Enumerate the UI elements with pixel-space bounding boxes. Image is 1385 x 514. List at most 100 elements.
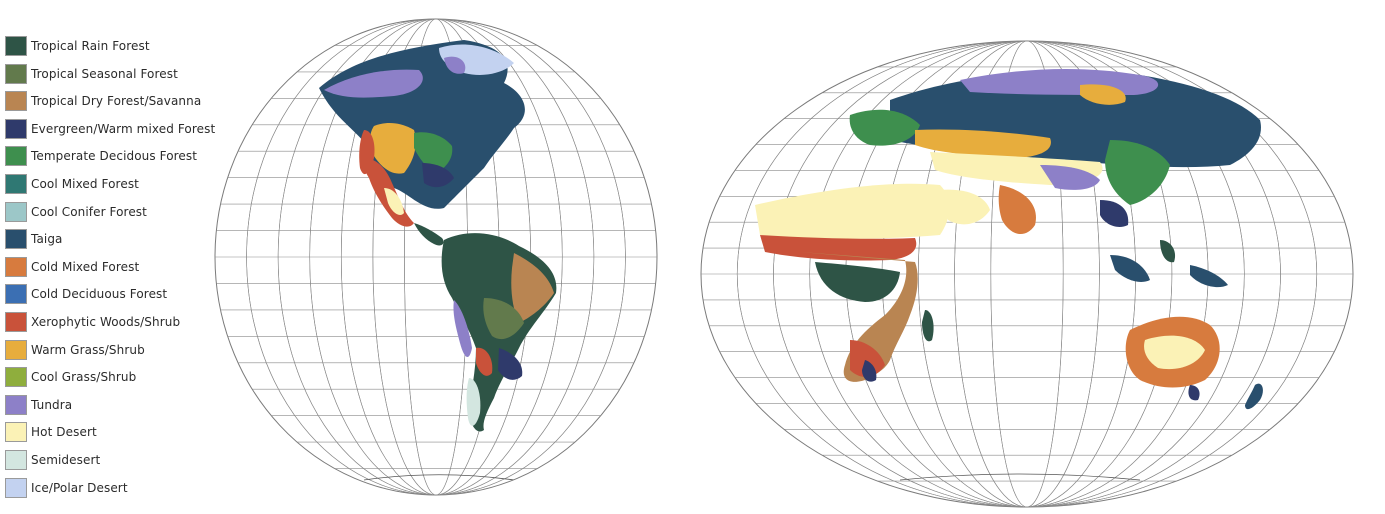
legend-item: Cold Deciduous Forest [4,282,234,310]
legend-swatch [5,201,27,222]
meridian-line [773,41,1281,507]
legend-item: Warm Grass/Shrub [4,338,234,366]
legend-item: Tropical Rain Forest [4,34,234,62]
legend-label: Xerophytic Woods/Shrub [31,314,181,329]
legend-swatch [5,256,27,277]
region-sa-shrub [476,347,493,376]
region-south-africa [850,340,885,377]
legend-label: Cold Mixed Forest [31,259,140,274]
region-europe-deciduous [849,109,920,146]
legend-label: Cool Grass/Shrub [31,370,137,385]
legend-swatch [5,394,27,415]
legend-swatch [5,422,27,443]
region-mexico-desert [384,188,404,215]
legend-label: Evergreen/Warm mixed Forest [31,121,216,136]
legend-label: Tropical Rain Forest [31,39,150,53]
region-central-america [414,223,444,246]
legend-item: Temperate Decidous Forest [4,144,234,172]
region-patagonia [466,378,481,426]
region-congo [815,262,900,302]
legend-swatch [5,146,27,167]
region-steppe [915,129,1051,158]
legend-label: Temperate Decidous Forest [31,149,198,164]
map-americas-svg [214,18,658,496]
legend-item: Tropical Seasonal Forest [4,62,234,90]
region-sahel [760,235,917,261]
legend-label: Cool Mixed Forest [31,176,139,191]
region-cape [862,360,877,382]
antarctica-coast-east [899,473,1141,481]
region-sa-evergreen [498,348,523,380]
legend-item: Cool Grass/Shrub [4,365,234,393]
legend-item: Cool Conifer Forest [4,200,234,228]
legend-label: Warm Grass/Shrub [31,342,145,357]
meridian-line [954,41,1100,507]
legend-swatch [5,339,27,360]
region-africa-savanna [800,252,918,382]
legend-swatch [5,229,27,250]
legend-swatch [5,311,27,332]
legend-swatch [5,367,27,388]
legend-swatch [5,284,27,305]
legend: Tropical Rain Forest Tropical Seasonal Fo… [4,34,234,503]
region-na-deciduous [414,132,453,173]
map-americas [214,18,658,496]
region-indonesia [1110,255,1150,282]
map-old-world [700,40,1354,508]
region-sa-savanna [511,253,554,323]
legend-swatch [5,91,27,112]
region-na-grass [370,123,416,174]
landmass-americas [319,40,557,481]
legend-swatch [5,477,27,498]
meridian-line [277,19,595,495]
legend-swatch [5,173,27,194]
legend-label: Semidesert [31,452,101,467]
legend-item: Ice/Polar Desert [4,476,234,504]
region-china [1105,140,1170,205]
region-siberia-patch [1080,84,1126,105]
legend-label: Cool Conifer Forest [31,204,147,219]
meridian-line [809,41,1245,507]
legend-swatch [5,63,27,84]
legend-item: Evergreen/Warm mixed Forest [4,117,234,145]
region-na-tundra [324,69,423,98]
landmass-old-world [755,68,1263,481]
region-na-evergreen [422,163,454,188]
region-tibet [1040,165,1100,190]
legend-item: Hot Desert [4,420,234,448]
legend-swatch [5,118,27,139]
legend-item: Semidesert [4,448,234,476]
region-arabia [940,189,990,225]
legend-item: Tundra [4,393,234,421]
region-sahara [755,183,950,239]
region-india [998,185,1036,235]
region-new-guinea [1190,265,1228,288]
legend-swatch [5,449,27,470]
legend-label: Hot Desert [31,425,97,440]
region-sa-seasonal [483,298,524,340]
region-madagascar [922,310,934,342]
legend-label: Tropical Dry Forest/Savanna [31,94,202,109]
legend-item: Cool Mixed Forest [4,172,234,200]
legend-label: Ice/Polar Desert [31,480,128,495]
map-old-world-svg [700,40,1354,508]
meridian-line [309,19,563,495]
region-andes [453,300,472,358]
legend-label: Tundra [31,397,73,412]
meridian-line [736,41,1318,507]
legend-item: Taiga [4,227,234,255]
region-australia-desert [1144,335,1205,370]
region-borneo [1160,240,1176,263]
region-arctic-islands [444,56,466,74]
region-south-china [1100,200,1129,227]
legend-label: Tropical Seasonal Forest [31,66,178,81]
region-new-zealand [1245,383,1263,410]
legend-item: Xerophytic Woods/Shrub [4,310,234,338]
antarctica-coast [363,474,515,481]
meridian-line [246,19,626,495]
legend-swatch [5,36,27,56]
legend-item: Tropical Dry Forest/Savanna [4,89,234,117]
meridian-line [990,41,1064,507]
legend-label: Taiga [31,232,63,247]
legend-label: Cold Deciduous Forest [31,287,168,302]
